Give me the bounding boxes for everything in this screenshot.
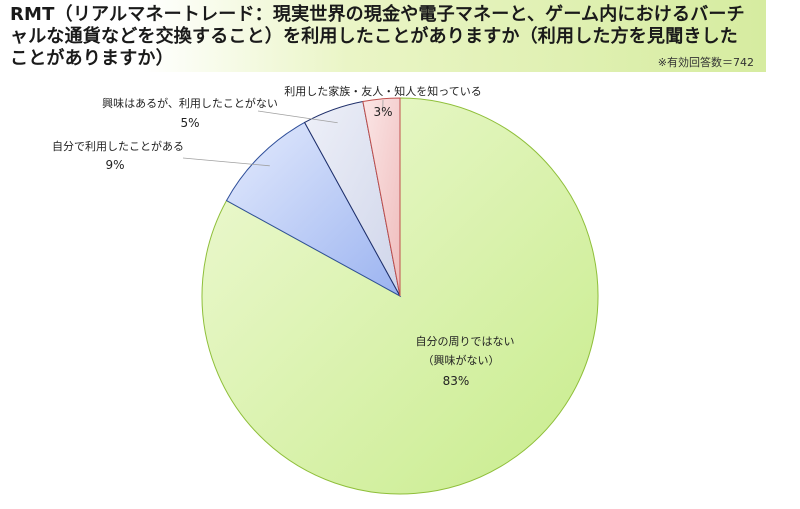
pie-slice-know-someone bbox=[362, 97, 401, 297]
leader-lines bbox=[182, 99, 384, 167]
respondent-count-note: ※有効回答数＝742 bbox=[657, 56, 754, 69]
pie-slice-used-myself bbox=[225, 121, 402, 298]
title-band bbox=[6, 0, 766, 72]
chart-title: RMT（リアルマネートレード：現実世界の現金や電子マネーと、ゲーム内におけるバー… bbox=[10, 4, 745, 69]
leader-line-interested-not-used bbox=[257, 110, 338, 124]
leader-line-used-myself bbox=[182, 157, 270, 167]
slice-percent-9: 9% bbox=[105, 158, 124, 172]
slice-label-not-around-me: 自分の周りではない bbox=[416, 335, 515, 348]
slice-label-used-myself: 自分で利用したことがある bbox=[52, 139, 184, 153]
slice-sublabel-not-interested: （興味がない） bbox=[423, 353, 500, 367]
slice-label-interested-not-used: 興味はあるが、利用したことがない bbox=[102, 96, 278, 110]
slice-percent-83: 83% bbox=[443, 374, 470, 388]
slice-percent-5: 5% bbox=[180, 116, 199, 130]
pie-slices bbox=[201, 97, 599, 495]
slice-percent-3: 3% bbox=[373, 105, 392, 119]
slice-label-know-someone: 利用した家族・友人・知人を知っている bbox=[284, 84, 481, 98]
